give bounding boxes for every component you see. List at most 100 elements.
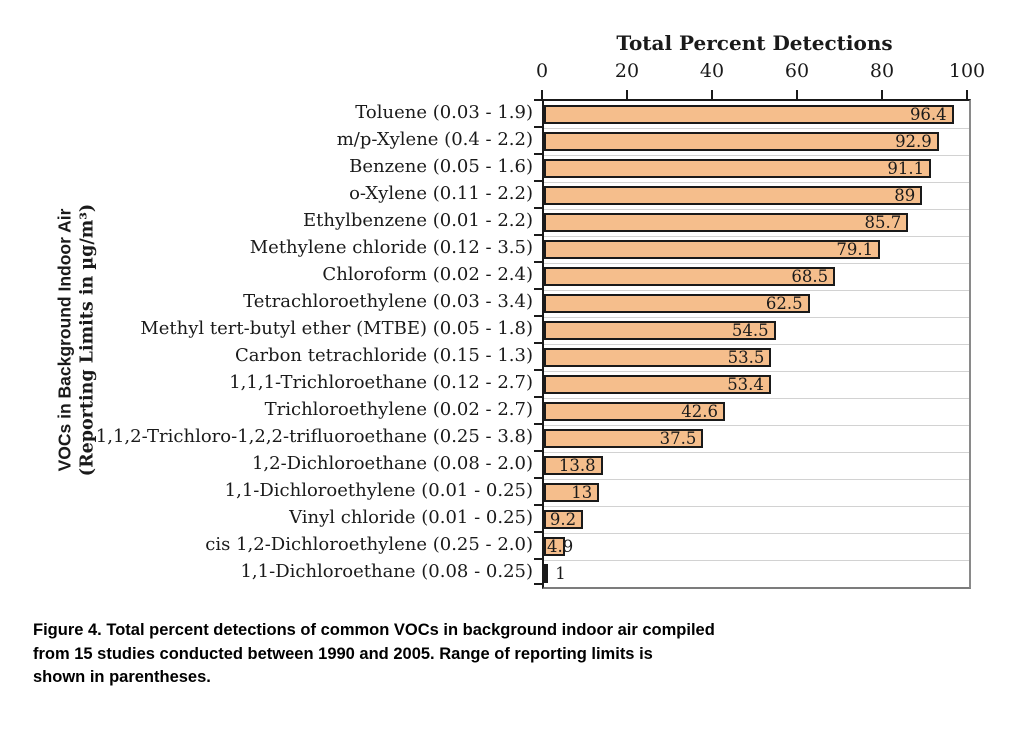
caption-line-3: shown in parentheses. — [33, 668, 211, 686]
x-axis-tick-labels: 0 20 40 60 80 100 — [536, 60, 985, 86]
bar — [544, 429, 704, 448]
bar — [544, 483, 600, 502]
value-label: 79.1 — [836, 240, 874, 259]
value-label: 13.8 — [558, 456, 596, 475]
gridline — [544, 506, 969, 507]
y-axis-tick-marks — [534, 99, 542, 585]
y-axis-tick-mark — [534, 583, 542, 585]
gridline — [544, 371, 969, 372]
bar — [544, 186, 923, 205]
category-label: cis 1,2-Dichloroethylene (0.25 - 2.0) — [205, 534, 533, 555]
y-axis-tick-mark — [534, 315, 542, 317]
y-axis-label-line2: (Reporting Limits in µg/m³) — [77, 203, 97, 477]
bar — [544, 375, 771, 394]
x-axis-tick-label: 80 — [869, 60, 895, 82]
x-axis-tick-mark — [541, 90, 543, 99]
category-label: 1,1,1-Trichloroethane (0.12 - 2.7) — [229, 372, 533, 393]
bar — [544, 159, 932, 178]
category-label: 1,2-Dichloroethane (0.08 - 2.0) — [251, 453, 533, 474]
y-axis-tick-mark — [534, 153, 542, 155]
category-label: Chloroform (0.02 - 2.4) — [322, 264, 533, 285]
gridline — [544, 128, 969, 129]
value-label: 53.5 — [727, 348, 765, 367]
x-axis-tick-label: 60 — [784, 60, 810, 82]
bar — [544, 240, 881, 259]
y-axis-tick-mark — [534, 477, 542, 479]
bar — [544, 402, 726, 421]
value-label: 85.7 — [864, 213, 902, 232]
y-axis-tick-mark — [534, 99, 542, 101]
x-axis-tick-label: 20 — [614, 60, 640, 82]
category-label: Methyl tert-butyl ether (MTBE) (0.05 - 1… — [140, 318, 533, 339]
category-label: Methylene chloride (0.12 - 3.5) — [249, 237, 533, 258]
bar — [544, 267, 836, 286]
caption-line-1: Figure 4. Total percent detections of co… — [33, 621, 715, 639]
value-label: 92.9 — [895, 132, 932, 151]
y-axis-tick-mark — [534, 261, 542, 263]
category-label: Carbon tetrachloride (0.15 - 1.3) — [234, 345, 533, 366]
bar — [544, 456, 603, 475]
y-axis-tick-mark — [534, 126, 542, 128]
gridline — [544, 290, 969, 291]
gridline — [544, 236, 969, 237]
x-axis-tick-label: 100 — [948, 60, 986, 82]
y-axis-tick-mark — [534, 423, 542, 425]
y-axis-tick-mark — [534, 288, 542, 290]
y-axis-tick-mark — [534, 450, 542, 452]
y-axis-tick-mark — [534, 396, 542, 398]
x-axis-tick-mark — [966, 90, 968, 99]
y-axis-tick-mark — [534, 531, 542, 533]
gridline — [544, 560, 969, 561]
caption-line-2: from 15 studies conducted between 1990 a… — [33, 644, 653, 663]
value-label: 62.5 — [765, 294, 803, 313]
x-axis-tick-label: 40 — [699, 60, 725, 82]
value-label: 4.9 — [547, 537, 574, 556]
category-label: Vinyl chloride (0.01 - 0.25) — [289, 507, 533, 528]
category-label: Toluene (0.03 - 1.9) — [355, 102, 533, 123]
y-axis-tick-mark — [534, 369, 542, 371]
y-axis-tick-mark — [534, 234, 542, 236]
value-label: 68.5 — [791, 267, 829, 286]
y-axis-tick-mark — [534, 504, 542, 506]
category-label: Tetrachloroethylene (0.03 - 3.4) — [243, 291, 533, 312]
category-label: m/p-Xylene (0.4 - 2.2) — [336, 129, 533, 150]
x-axis-tick-mark — [881, 90, 883, 99]
value-label: 96.4 — [909, 105, 947, 124]
value-label: 13 — [571, 483, 593, 502]
gridline — [544, 344, 969, 345]
chart-title: Total Percent Detections — [616, 31, 893, 55]
bar — [544, 510, 584, 529]
bar — [544, 213, 909, 232]
gridline — [544, 263, 969, 264]
category-label: o-Xylene (0.11 - 2.2) — [349, 183, 533, 204]
y-axis-label-line1: VOCs in Background Indoor Air — [54, 208, 75, 472]
value-label: 42.6 — [681, 402, 719, 421]
y-axis-tick-mark — [534, 207, 542, 209]
value-label: 37.5 — [659, 429, 697, 448]
value-label: 53.4 — [727, 375, 764, 394]
x-axis-tick-marks — [541, 90, 968, 99]
value-label: 89 — [894, 186, 916, 205]
category-label: 1,1,2-Trichloro-1,2,2-trifluoroethane (0… — [95, 426, 533, 447]
category-label: Trichloroethylene (0.02 - 2.7) — [264, 399, 533, 420]
bar — [544, 537, 565, 556]
gridline — [544, 452, 969, 453]
gridline — [544, 425, 969, 426]
bar — [544, 294, 810, 313]
category-labels: Toluene (0.03 - 1.9) m/p-Xylene (0.4 - 2.… — [0, 99, 533, 585]
figure-caption: Figure 4. Total percent detections of co… — [33, 619, 715, 690]
x-axis-tick-mark — [796, 90, 798, 99]
category-label: 1,1-Dichloroethylene (0.01 - 0.25) — [224, 480, 533, 501]
plot-area: 96.4 92.9 91.1 89 85.7 79.1 68.5 62.5 54.5 53.5 53… — [542, 99, 971, 589]
gridline — [544, 182, 969, 183]
x-axis-tick-mark — [711, 90, 713, 99]
category-label: Benzene (0.05 - 1.6) — [349, 156, 533, 177]
bar — [544, 132, 939, 151]
x-axis-tick-mark — [626, 90, 628, 99]
category-label: Ethylbenzene (0.01 - 2.2) — [302, 210, 533, 231]
gridline — [544, 155, 969, 156]
value-label: 91.1 — [887, 159, 925, 178]
bar — [544, 564, 549, 583]
gridline — [544, 209, 969, 210]
